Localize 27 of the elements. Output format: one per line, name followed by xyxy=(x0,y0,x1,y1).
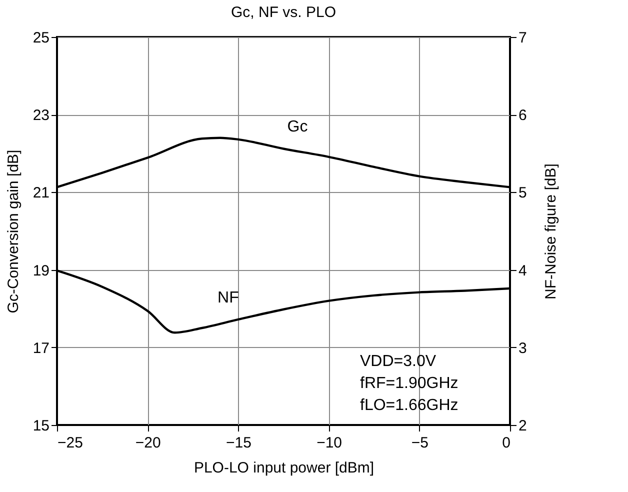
y-axis-title: Gc-Conversion gain [dB] xyxy=(4,150,22,314)
series-label: NF xyxy=(218,289,240,306)
annotation: VDD=3.0V xyxy=(360,353,436,370)
y-tick-label: 25 xyxy=(32,30,50,46)
y2-axis-title: NF-Noise figure [dB] xyxy=(542,164,560,300)
y2-tick-label: 5 xyxy=(518,184,527,202)
x-tick-label: −10 xyxy=(316,434,342,452)
x-axis-title: PLO-LO input power [dBm] xyxy=(194,460,374,476)
y2-tick-label: 4 xyxy=(518,262,527,280)
annotation: fLO=1.66GHz xyxy=(360,397,458,414)
y2-tick-label: 7 xyxy=(518,30,527,46)
x-tick-label: −25 xyxy=(58,434,83,452)
x-tick-label: 0 xyxy=(502,434,510,452)
y-tick-label: 15 xyxy=(32,418,50,434)
y-tick-label: 17 xyxy=(32,340,50,357)
y2-tick-label: 2 xyxy=(518,418,527,434)
annotation: fRF=1.90GHz xyxy=(360,375,458,392)
x-tick-label: −5 xyxy=(411,434,428,452)
y-tick-label: 19 xyxy=(32,262,50,280)
y2-tick-label: 3 xyxy=(518,340,527,357)
y-tick-label: 23 xyxy=(32,107,50,124)
y-tick-label: 21 xyxy=(32,184,50,202)
x-tick-label: −15 xyxy=(226,434,252,452)
x-tick-label: −20 xyxy=(135,434,161,452)
series-label: Gc xyxy=(287,118,308,136)
chart-title: Gc, NF vs. PLO xyxy=(230,4,336,21)
y2-tick-label: 6 xyxy=(518,107,527,124)
